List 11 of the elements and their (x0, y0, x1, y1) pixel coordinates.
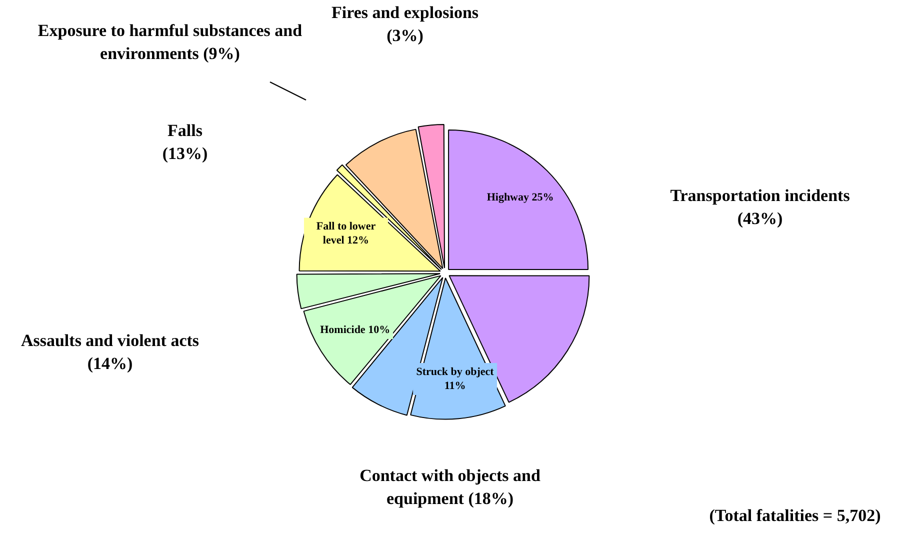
text: Assaults and violent acts (14%) (20, 330, 200, 375)
text: Transportation incidents (43%) (669, 185, 851, 230)
slice-label: Fall to lower level 12% (316, 220, 376, 247)
text: Contact with objects and equipment (18%) (358, 465, 542, 510)
text: (Total fatalities = 5,702) (708, 505, 882, 527)
text: Exposure to harmful substances and environments (9%) (36, 20, 304, 65)
slice-label: Highway 25% (486, 192, 554, 204)
text: Fires and explosions (3%) (330, 2, 480, 47)
text: Falls (13%) (161, 120, 209, 165)
slice-label: Struck by object 11% (416, 366, 494, 392)
slice-label: Homicide 10% (320, 324, 390, 336)
